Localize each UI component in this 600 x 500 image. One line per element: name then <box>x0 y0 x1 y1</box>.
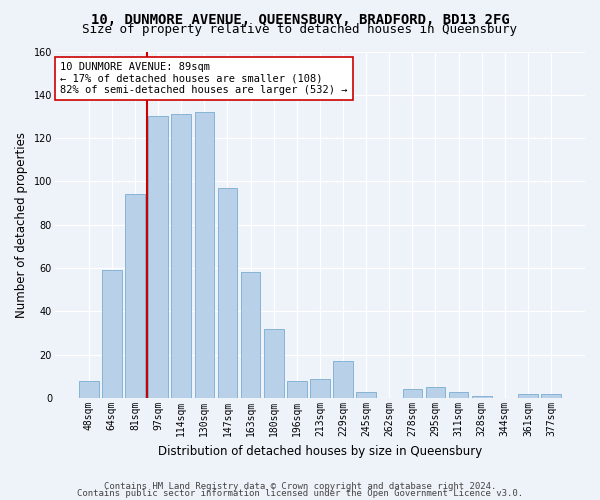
Bar <box>194 112 214 398</box>
Bar <box>287 381 307 398</box>
Text: Size of property relative to detached houses in Queensbury: Size of property relative to detached ho… <box>83 22 517 36</box>
Bar <box>541 394 561 398</box>
Bar <box>333 362 353 398</box>
Bar <box>125 194 145 398</box>
Bar <box>310 378 330 398</box>
Bar <box>218 188 237 398</box>
Bar <box>356 392 376 398</box>
Bar <box>518 394 538 398</box>
Text: 10, DUNMORE AVENUE, QUEENSBURY, BRADFORD, BD13 2FG: 10, DUNMORE AVENUE, QUEENSBURY, BRADFORD… <box>91 12 509 26</box>
X-axis label: Distribution of detached houses by size in Queensbury: Distribution of detached houses by size … <box>158 444 482 458</box>
Bar <box>472 396 491 398</box>
Y-axis label: Number of detached properties: Number of detached properties <box>15 132 28 318</box>
Bar <box>449 392 469 398</box>
Text: 10 DUNMORE AVENUE: 89sqm
← 17% of detached houses are smaller (108)
82% of semi-: 10 DUNMORE AVENUE: 89sqm ← 17% of detach… <box>60 62 347 95</box>
Bar <box>264 329 284 398</box>
Bar <box>102 270 122 398</box>
Bar <box>403 390 422 398</box>
Text: Contains HM Land Registry data © Crown copyright and database right 2024.: Contains HM Land Registry data © Crown c… <box>104 482 496 491</box>
Text: Contains public sector information licensed under the Open Government Licence v3: Contains public sector information licen… <box>77 489 523 498</box>
Bar <box>241 272 260 398</box>
Bar <box>425 388 445 398</box>
Bar <box>148 116 168 398</box>
Bar <box>79 381 98 398</box>
Bar <box>172 114 191 398</box>
